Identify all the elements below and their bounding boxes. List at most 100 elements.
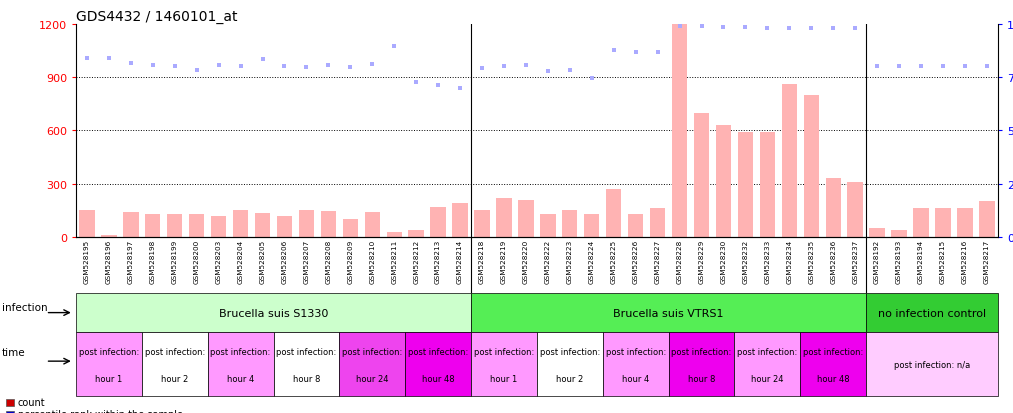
Point (386, 44, 402, 50)
Point (693, 23, 709, 30)
Text: GSM528210: GSM528210 (370, 239, 375, 283)
Bar (79, 211, 94, 237)
Text: GSM528224: GSM528224 (589, 239, 595, 283)
Point (342, 65, 359, 71)
Bar (891, 230, 907, 237)
Bar (537, 332, 603, 396)
Point (606, 48, 622, 55)
Text: hour 24: hour 24 (751, 374, 784, 383)
Point (79, 55, 95, 62)
Text: post infection:: post infection: (277, 347, 336, 356)
Point (540, 69, 556, 75)
Text: post infection:: post infection: (408, 347, 468, 356)
Bar (672, 25, 687, 237)
Point (101, 55, 116, 62)
Text: GSM528209: GSM528209 (347, 239, 354, 283)
Bar (760, 133, 775, 237)
Text: GSM528218: GSM528218 (479, 239, 485, 283)
Text: post infection:: post infection: (342, 347, 402, 356)
Point (166, 64, 182, 71)
Text: GSM528228: GSM528228 (677, 239, 683, 283)
Bar (471, 293, 866, 332)
Bar (76, 332, 142, 396)
Bar (365, 213, 380, 237)
Point (561, 68, 577, 74)
Bar (716, 126, 731, 237)
Text: GSM528225: GSM528225 (611, 239, 617, 283)
Bar (233, 211, 248, 237)
Text: GSM528196: GSM528196 (106, 239, 111, 283)
Bar (980, 201, 995, 237)
Bar (866, 332, 998, 396)
Point (211, 62, 227, 69)
Text: GSM528230: GSM528230 (720, 239, 726, 283)
Text: GSM528200: GSM528200 (193, 239, 200, 283)
Text: hour 2: hour 2 (161, 374, 188, 383)
Text: hour 1: hour 1 (490, 374, 518, 383)
Bar (339, 332, 405, 396)
Text: GSM528233: GSM528233 (765, 239, 770, 283)
Bar (866, 293, 998, 332)
Bar (408, 230, 423, 237)
Text: GDS4432 / 1460101_at: GDS4432 / 1460101_at (76, 10, 237, 24)
Point (496, 64, 512, 71)
Text: hour 8: hour 8 (688, 374, 715, 383)
Text: post infection:: post infection: (145, 347, 205, 356)
Point (518, 62, 534, 69)
Text: percentile rank within the sample: percentile rank within the sample (18, 409, 182, 413)
Text: hour 24: hour 24 (356, 374, 389, 383)
Point (583, 76, 600, 82)
Bar (255, 214, 270, 237)
Point (913, 64, 929, 71)
Point (869, 64, 885, 71)
Text: GSM528194: GSM528194 (918, 239, 924, 283)
Text: GSM528215: GSM528215 (940, 239, 946, 283)
Bar (474, 210, 489, 237)
Point (847, 26, 863, 33)
Bar (76, 293, 471, 332)
Bar (628, 214, 643, 237)
Text: GSM528235: GSM528235 (808, 239, 814, 283)
Text: hour 4: hour 4 (227, 374, 254, 383)
Text: GSM528237: GSM528237 (852, 239, 858, 283)
Bar (734, 332, 800, 396)
Text: post infection:: post infection: (540, 347, 600, 356)
Bar (603, 332, 669, 396)
Point (430, 83, 446, 89)
Bar (208, 332, 274, 396)
Bar (142, 332, 208, 396)
Text: GSM528195: GSM528195 (84, 239, 90, 283)
Bar (342, 220, 358, 237)
Text: post infection:: post infection: (474, 347, 534, 356)
Text: GSM528223: GSM528223 (567, 239, 572, 283)
Text: hour 4: hour 4 (622, 374, 649, 383)
Bar (826, 179, 841, 237)
Bar (189, 214, 205, 237)
Text: hour 2: hour 2 (556, 374, 583, 383)
Text: GSM528198: GSM528198 (150, 239, 156, 283)
Bar (145, 214, 160, 237)
Text: Brucella suis VTRS1: Brucella suis VTRS1 (613, 308, 724, 318)
Text: hour 1: hour 1 (95, 374, 123, 383)
Text: GSM528216: GSM528216 (962, 239, 967, 283)
Bar (782, 85, 797, 237)
Text: post infection:: post infection: (211, 347, 270, 356)
Text: GSM528229: GSM528229 (699, 239, 704, 283)
Text: post infection: n/a: post infection: n/a (893, 360, 970, 369)
Text: GSM528203: GSM528203 (216, 239, 222, 283)
Text: GSM528204: GSM528204 (238, 239, 243, 283)
Text: GSM528220: GSM528220 (523, 239, 529, 283)
Text: GSM528192: GSM528192 (874, 239, 880, 283)
Bar (869, 229, 884, 237)
Text: GSM528199: GSM528199 (172, 239, 177, 283)
Text: GSM528236: GSM528236 (831, 239, 836, 283)
Point (408, 80, 424, 87)
Text: hour 48: hour 48 (816, 374, 850, 383)
Text: infection: infection (2, 302, 48, 312)
Bar (519, 200, 534, 237)
Point (891, 64, 908, 71)
Text: GSM528213: GSM528213 (436, 239, 441, 283)
Text: Brucella suis S1330: Brucella suis S1330 (219, 308, 328, 318)
Text: GSM528226: GSM528226 (633, 239, 638, 283)
Bar (650, 208, 666, 237)
